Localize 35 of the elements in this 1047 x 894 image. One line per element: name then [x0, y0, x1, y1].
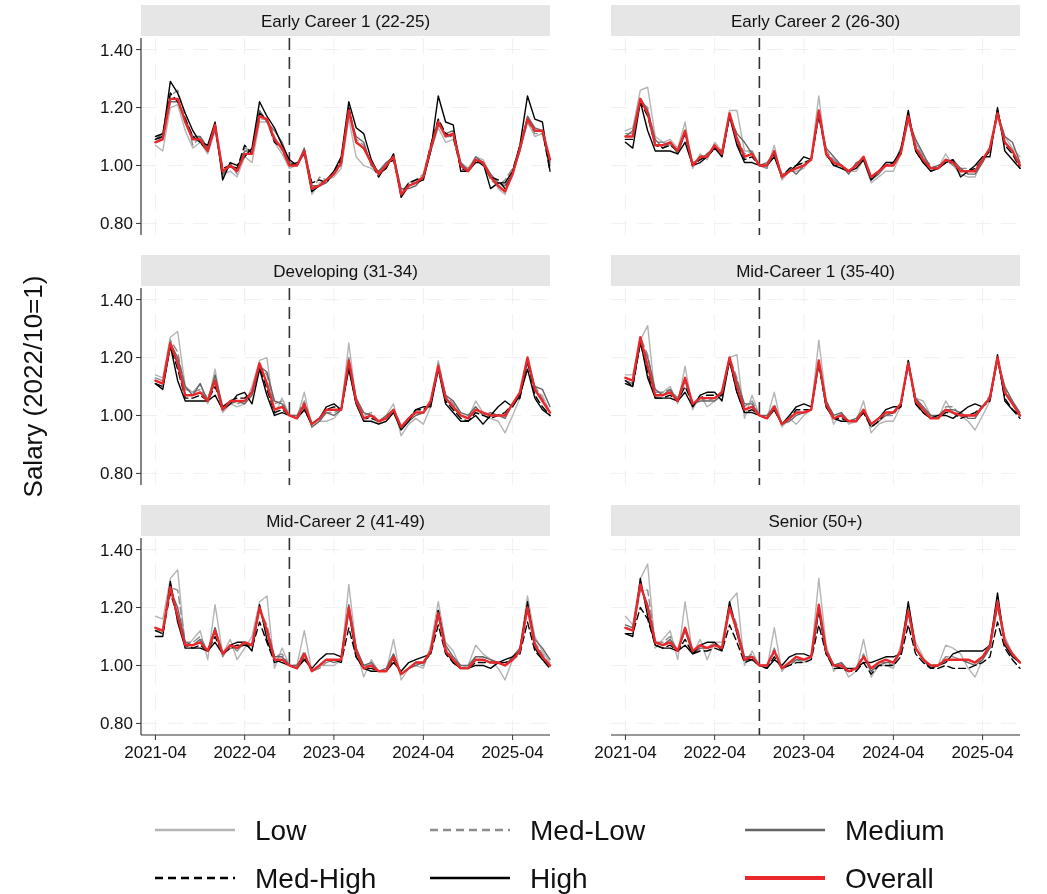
x-tick-label: 2023-04: [772, 743, 836, 762]
y-tick-label: 0.80: [99, 464, 133, 484]
x-tick-label: 2021-04: [124, 743, 187, 762]
x-tick-label: 2025-04: [481, 743, 544, 762]
y-tick-label: 1.00: [99, 656, 133, 676]
x-tick-label: 2025-04: [951, 743, 1014, 762]
x-tick-label: 2022-04: [683, 743, 746, 762]
y-tick-label: 0.80: [99, 714, 133, 734]
y-tick-label: 1.40: [99, 540, 133, 560]
x-tick-label: 2023-04: [302, 743, 366, 762]
y-tick-label: 0.80: [99, 214, 133, 234]
chart-title: Senior (50+): [768, 512, 863, 531]
y-tick-label: 1.40: [99, 290, 133, 310]
legend-label: High: [530, 862, 588, 894]
x-tick-label: 2024-04: [392, 743, 455, 762]
chart-title: Early Career 2 (26-30): [730, 12, 901, 31]
x-tick-label: 2022-04: [213, 743, 276, 762]
y-tick-label: 1.40: [99, 40, 133, 60]
chart-title: Mid-Career 1 (35-40): [736, 262, 895, 281]
x-tick-label: 2024-04: [862, 743, 925, 762]
legend-label: Med-Low: [530, 814, 646, 846]
y-axis-title: Salary (2022/10=1): [18, 275, 48, 498]
legend-label: Overall: [845, 862, 934, 894]
x-tick-label: 2021-04: [594, 743, 657, 762]
y-tick-label: 1.20: [99, 598, 133, 618]
y-tick-label: 1.00: [99, 406, 133, 426]
y-tick-label: 1.20: [99, 348, 133, 368]
y-tick-label: 1.00: [99, 156, 133, 176]
chart-title: Early Career 1 (22-25): [260, 12, 431, 31]
chart-title: Mid-Career 2 (41-49): [266, 512, 425, 531]
y-tick-label: 1.20: [99, 98, 133, 118]
legend-label: Med-High: [255, 862, 377, 894]
chart-title: Developing (31-34): [273, 262, 418, 281]
legend-label: Medium: [845, 814, 945, 846]
legend-label: Low: [255, 814, 308, 846]
